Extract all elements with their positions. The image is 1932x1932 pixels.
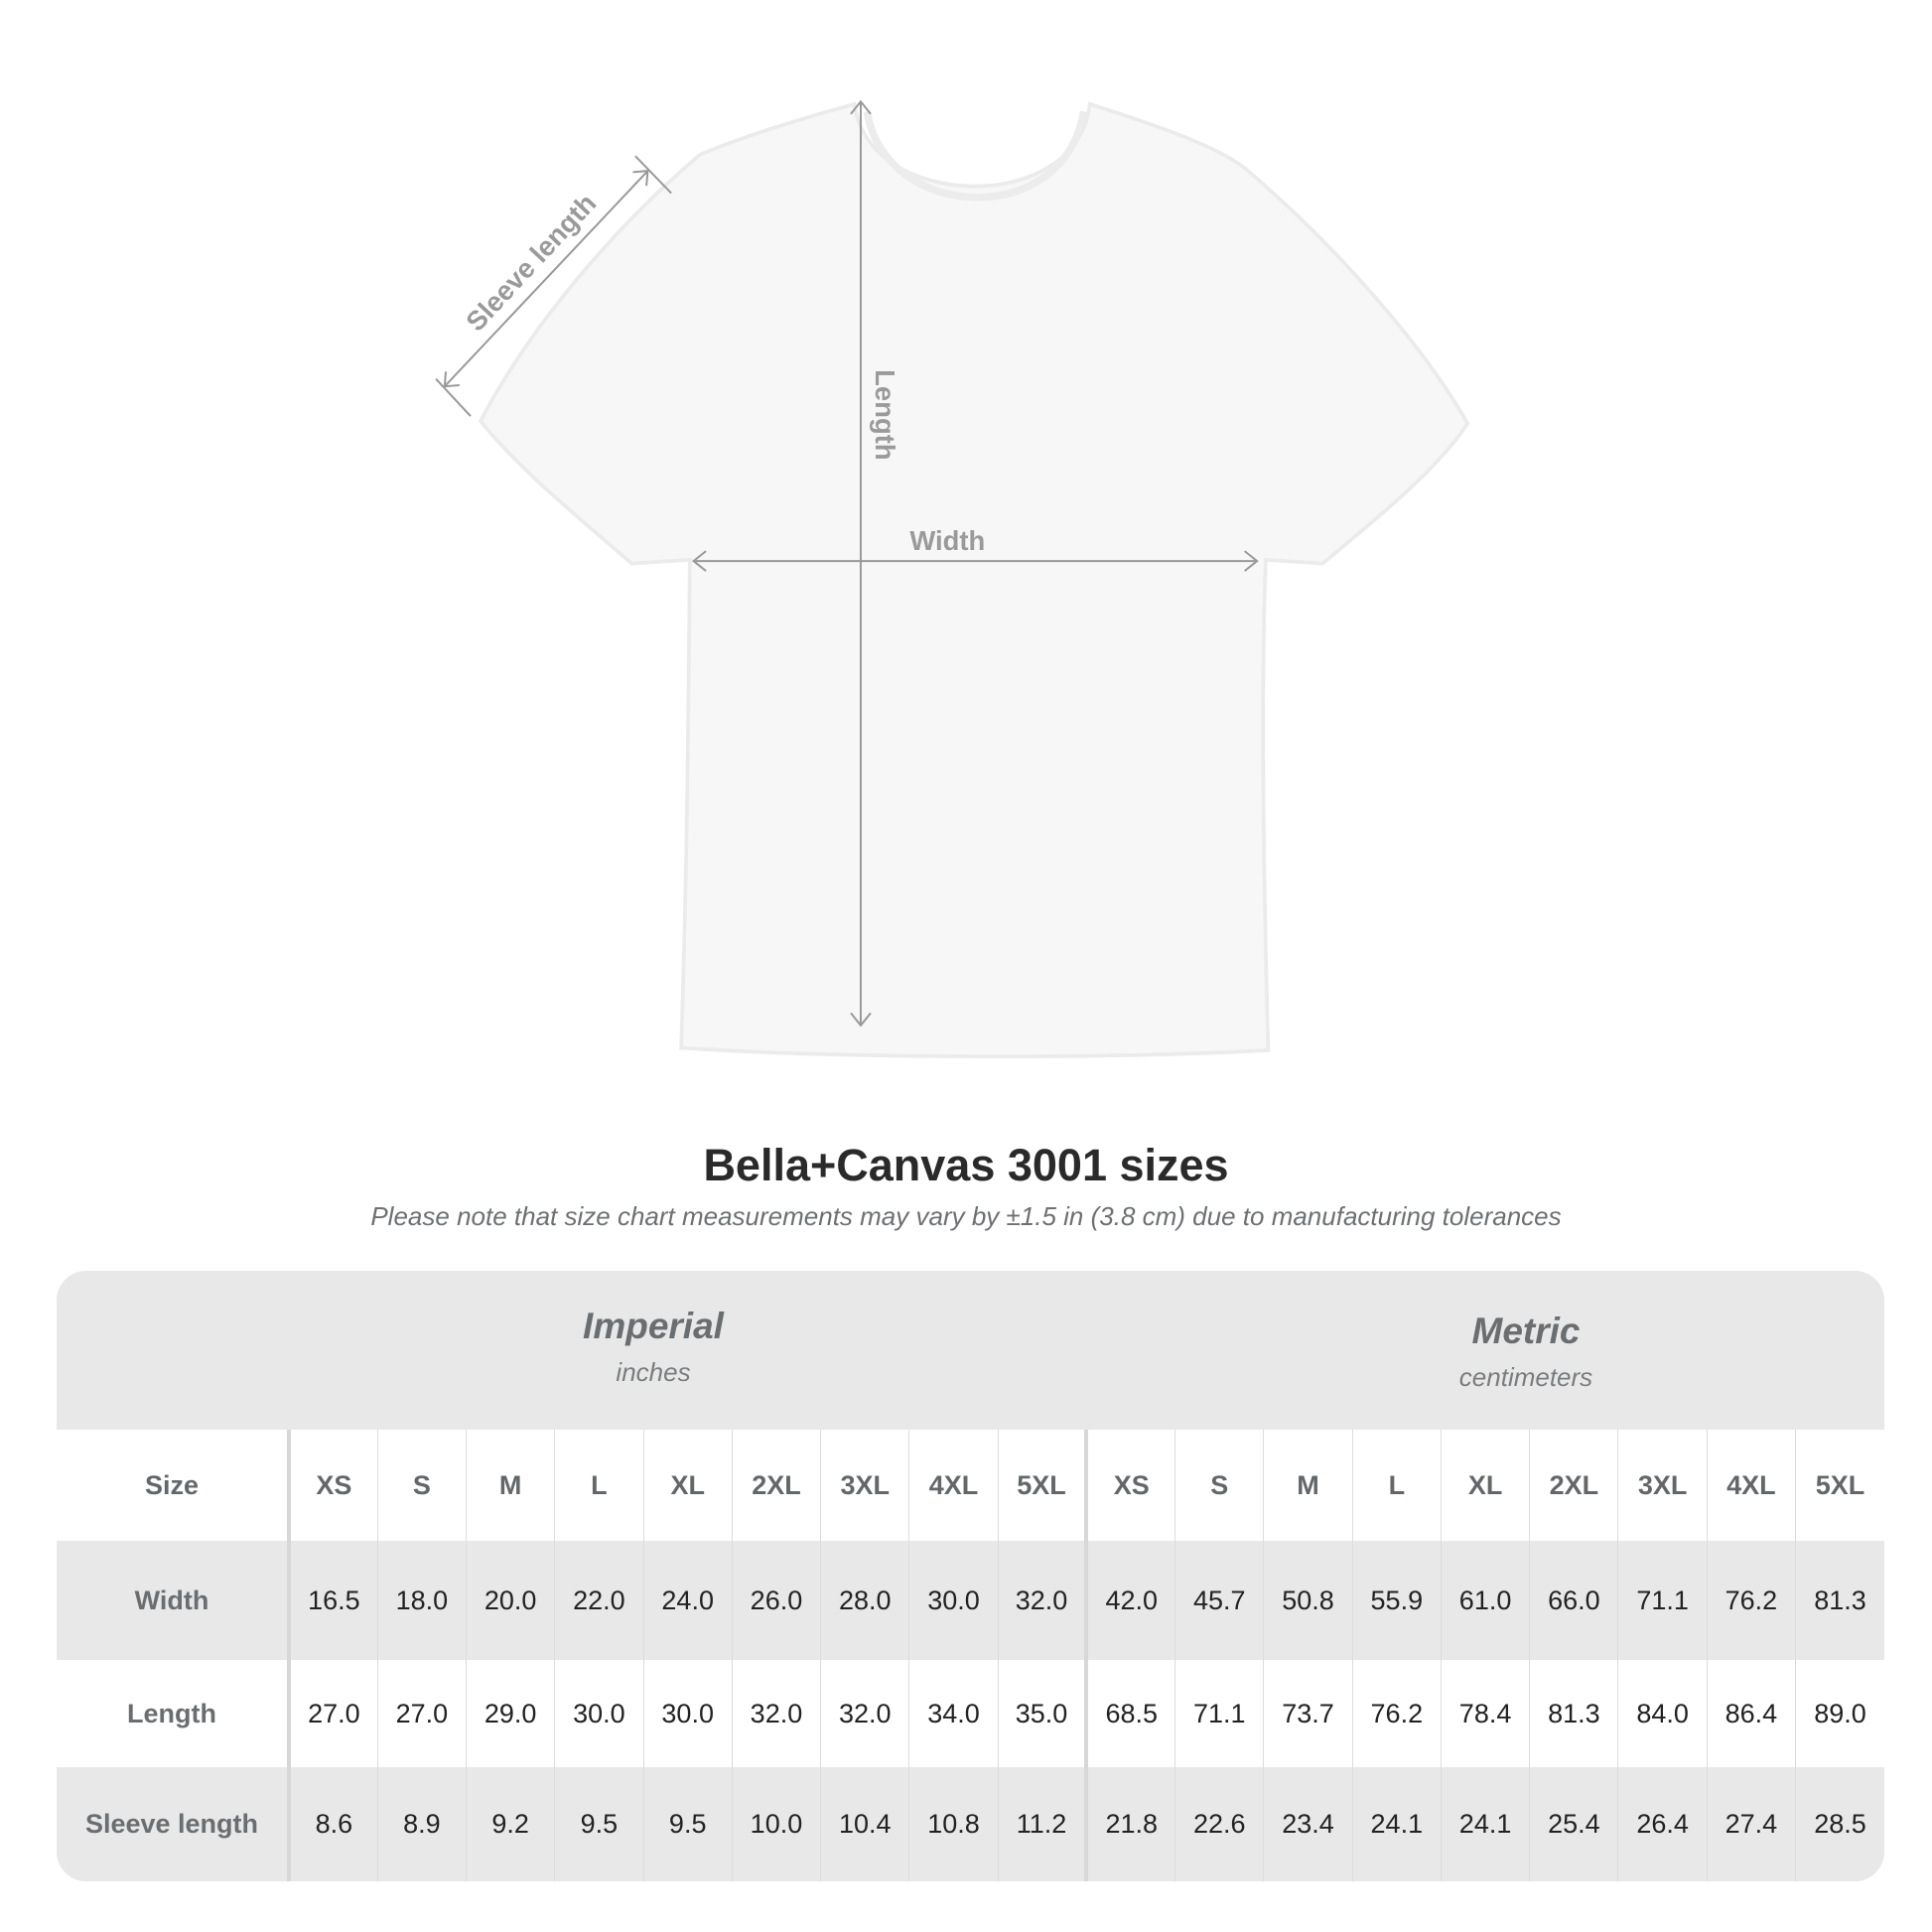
imperial-header: Imperial inches bbox=[405, 1306, 901, 1388]
metric-size-s: S bbox=[1174, 1430, 1264, 1541]
metric-size-3xl: 3XL bbox=[1617, 1430, 1708, 1541]
imperial-size-3xl: 3XL bbox=[820, 1430, 909, 1541]
imperial-size-4xl: 4XL bbox=[908, 1430, 999, 1541]
table-row: Length 27.0 27.0 29.0 30.0 30.0 32.0 32.0 34.0 35… bbox=[57, 1660, 1884, 1767]
size-table-card: Imperial inches Metric centimeters Size X… bbox=[57, 1271, 1884, 1881]
imperial-value: 10.8 bbox=[908, 1767, 999, 1881]
metric-value: 50.8 bbox=[1263, 1541, 1353, 1660]
imperial-title: Imperial bbox=[583, 1306, 724, 1346]
row-label: Sleeve length bbox=[57, 1767, 291, 1881]
metric-size-l: L bbox=[1351, 1430, 1442, 1541]
size-header-row: Size XS S M L XL 2XL 3XL 4XL 5XL XS S M L XL 2XL 3XL 4XL 5… bbox=[57, 1430, 1884, 1541]
collar bbox=[863, 110, 1088, 202]
metric-value: 61.0 bbox=[1440, 1541, 1530, 1660]
imperial-value: 8.9 bbox=[376, 1767, 467, 1881]
imperial-size-xl: XL bbox=[642, 1430, 733, 1541]
imperial-value: 10.0 bbox=[731, 1767, 821, 1881]
imperial-value: 24.0 bbox=[642, 1541, 733, 1660]
metric-value: 28.5 bbox=[1795, 1767, 1884, 1881]
imperial-value: 34.0 bbox=[908, 1660, 999, 1767]
metric-value: 27.4 bbox=[1706, 1767, 1796, 1881]
imperial-value: 30.0 bbox=[554, 1660, 644, 1767]
metric-value: 68.5 bbox=[1084, 1660, 1175, 1767]
imperial-value: 27.0 bbox=[288, 1660, 378, 1767]
imperial-value: 32.0 bbox=[997, 1541, 1087, 1660]
imperial-value: 16.5 bbox=[288, 1541, 378, 1660]
imperial-value: 9.5 bbox=[642, 1767, 733, 1881]
imperial-size-m: M bbox=[466, 1430, 555, 1541]
metric-value: 42.0 bbox=[1084, 1541, 1175, 1660]
tolerance-note: Please note that size chart measurements… bbox=[370, 1201, 1562, 1231]
width-label: Width bbox=[909, 525, 985, 556]
metric-value: 71.1 bbox=[1617, 1541, 1708, 1660]
metric-value: 45.7 bbox=[1174, 1541, 1264, 1660]
size-label: Size bbox=[57, 1430, 291, 1541]
metric-value: 26.4 bbox=[1617, 1767, 1708, 1881]
metric-size-5xl: 5XL bbox=[1795, 1430, 1884, 1541]
length-label: Length bbox=[870, 369, 900, 460]
metric-size-m: M bbox=[1263, 1430, 1353, 1541]
imperial-value: 30.0 bbox=[642, 1660, 733, 1767]
tshirt-image bbox=[478, 101, 1470, 1058]
imperial-value: 22.0 bbox=[554, 1541, 644, 1660]
row-label: Width bbox=[57, 1541, 291, 1660]
metric-header: Metric centimeters bbox=[1278, 1311, 1774, 1393]
metric-title: Metric bbox=[1471, 1311, 1581, 1351]
table-row: Width 16.5 18.0 20.0 22.0 24.0 26.0 28.0 30.0 32.… bbox=[57, 1541, 1884, 1660]
metric-value: 81.3 bbox=[1795, 1541, 1884, 1660]
imperial-value: 32.0 bbox=[731, 1660, 821, 1767]
page-title: Bella+Canvas 3001 sizes bbox=[703, 1140, 1229, 1190]
metric-value: 89.0 bbox=[1795, 1660, 1884, 1767]
metric-value: 25.4 bbox=[1529, 1767, 1618, 1881]
metric-value: 86.4 bbox=[1706, 1660, 1796, 1767]
imperial-size-l: L bbox=[554, 1430, 644, 1541]
metric-value: 24.1 bbox=[1440, 1767, 1530, 1881]
size-table: Size XS S M L XL 2XL 3XL 4XL 5XL XS S M L XL 2XL 3XL 4XL 5… bbox=[57, 1430, 1884, 1881]
measure-arrows bbox=[435, 99, 1259, 1028]
imperial-value: 9.5 bbox=[554, 1767, 644, 1881]
imperial-value: 30.0 bbox=[908, 1541, 999, 1660]
imperial-value: 28.0 bbox=[820, 1541, 909, 1660]
imperial-unit: inches bbox=[616, 1357, 691, 1387]
imperial-value: 27.0 bbox=[376, 1660, 467, 1767]
imperial-value: 35.0 bbox=[997, 1660, 1087, 1767]
metric-value: 21.8 bbox=[1084, 1767, 1175, 1881]
imperial-value: 32.0 bbox=[820, 1660, 909, 1767]
imperial-value: 10.4 bbox=[820, 1767, 909, 1881]
imperial-value: 11.2 bbox=[997, 1767, 1087, 1881]
metric-value: 84.0 bbox=[1617, 1660, 1708, 1767]
metric-value: 23.4 bbox=[1263, 1767, 1353, 1881]
metric-value: 76.2 bbox=[1706, 1541, 1796, 1660]
metric-value: 22.6 bbox=[1174, 1767, 1264, 1881]
imperial-size-s: S bbox=[376, 1430, 467, 1541]
imperial-value: 18.0 bbox=[376, 1541, 467, 1660]
imperial-size-xs: XS bbox=[288, 1430, 378, 1541]
row-label: Length bbox=[57, 1660, 291, 1767]
metric-size-4xl: 4XL bbox=[1706, 1430, 1796, 1541]
sleeve-arrow bbox=[444, 170, 649, 387]
imperial-value: 8.6 bbox=[288, 1767, 378, 1881]
metric-value: 24.1 bbox=[1351, 1767, 1442, 1881]
imperial-value: 26.0 bbox=[731, 1541, 821, 1660]
metric-size-2xl: 2XL bbox=[1529, 1430, 1618, 1541]
metric-value: 81.3 bbox=[1529, 1660, 1618, 1767]
imperial-value: 29.0 bbox=[466, 1660, 555, 1767]
metric-value: 78.4 bbox=[1440, 1660, 1530, 1767]
metric-size-xs: XS bbox=[1084, 1430, 1175, 1541]
metric-value: 71.1 bbox=[1174, 1660, 1264, 1767]
imperial-value: 20.0 bbox=[466, 1541, 555, 1660]
metric-value: 55.9 bbox=[1351, 1541, 1442, 1660]
imperial-value: 9.2 bbox=[466, 1767, 555, 1881]
imperial-size-5xl: 5XL bbox=[997, 1430, 1087, 1541]
imperial-size-2xl: 2XL bbox=[731, 1430, 821, 1541]
table-row: Sleeve length 8.6 8.9 9.2 9.5 9.5 10.0 10.4 10.8… bbox=[57, 1767, 1884, 1881]
metric-unit: centimeters bbox=[1458, 1362, 1593, 1392]
metric-size-xl: XL bbox=[1440, 1430, 1530, 1541]
metric-value: 66.0 bbox=[1529, 1541, 1618, 1660]
metric-value: 76.2 bbox=[1351, 1660, 1442, 1767]
metric-value: 73.7 bbox=[1263, 1660, 1353, 1767]
